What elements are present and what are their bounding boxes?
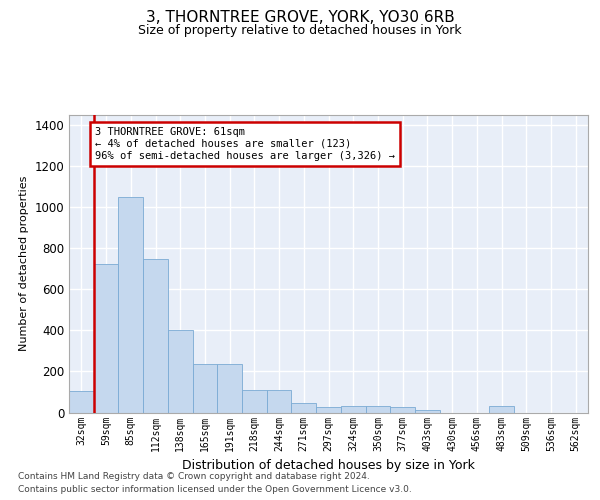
Text: 3 THORNTREE GROVE: 61sqm
← 4% of detached houses are smaller (123)
96% of semi-d: 3 THORNTREE GROVE: 61sqm ← 4% of detache… (95, 128, 395, 160)
Bar (69, 391, 94, 412)
Bar (316, 408, 341, 412)
Text: Contains public sector information licensed under the Open Government Licence v3: Contains public sector information licen… (18, 485, 412, 494)
Bar (168, 330, 193, 412)
Bar (193, 364, 217, 412)
Text: Size of property relative to detached houses in York: Size of property relative to detached ho… (138, 24, 462, 37)
Text: Contains HM Land Registry data © Crown copyright and database right 2024.: Contains HM Land Registry data © Crown c… (18, 472, 370, 481)
Bar (365, 406, 390, 412)
Bar (242, 390, 267, 412)
Y-axis label: Number of detached properties: Number of detached properties (19, 176, 29, 352)
Bar (292, 404, 316, 412)
X-axis label: Distribution of detached houses by size in York: Distribution of detached houses by size … (182, 459, 475, 472)
Bar (118, 197, 143, 412)
Bar (217, 364, 242, 412)
Bar (94, 264, 118, 412)
Bar (415, 410, 440, 412)
Bar (341, 406, 365, 412)
Bar (390, 408, 415, 412)
Bar (489, 406, 514, 412)
Bar (267, 390, 292, 412)
Bar (143, 258, 168, 412)
Text: 3, THORNTREE GROVE, YORK, YO30 6RB: 3, THORNTREE GROVE, YORK, YO30 6RB (146, 10, 454, 25)
